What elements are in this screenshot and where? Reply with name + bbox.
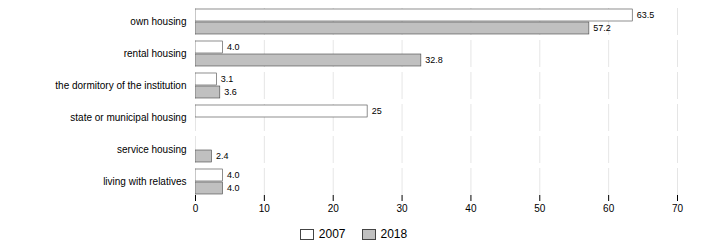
svg-text:57.2: 57.2 [593,23,611,33]
svg-text:2.4: 2.4 [216,151,229,161]
svg-text:25: 25 [372,106,382,116]
html-text:2018: 2018 [380,227,408,241]
svg-text:living with relatives: living with relatives [103,176,186,187]
svg-text:63.5: 63.5 [637,10,655,20]
svg-text:60: 60 [603,203,615,214]
svg-text:20: 20 [328,203,340,214]
html-text:2007: 2007 [318,227,346,241]
svg-text:0: 0 [193,203,199,214]
svg-text:3.6: 3.6 [224,87,237,97]
svg-text:rental housing: rental housing [124,48,187,59]
svg-text:70: 70 [672,203,684,214]
svg-text:40: 40 [465,203,477,214]
svg-text:4.0: 4.0 [227,42,240,52]
svg-text:30: 30 [397,203,409,214]
svg-text:4.0: 4.0 [227,170,240,180]
svg-text:32.8: 32.8 [425,55,443,65]
svg-text:service housing: service housing [117,144,186,155]
svg-text:4.0: 4.0 [227,183,240,193]
svg-text:own housing: own housing [130,16,186,27]
svg-text:state or municipal housing: state or municipal housing [70,112,186,123]
svg-text:the dormitory of the instituti: the dormitory of the institution [55,80,186,91]
svg-text:50: 50 [534,203,546,214]
svg-text:3.1: 3.1 [221,74,234,84]
svg-text:10: 10 [259,203,271,214]
